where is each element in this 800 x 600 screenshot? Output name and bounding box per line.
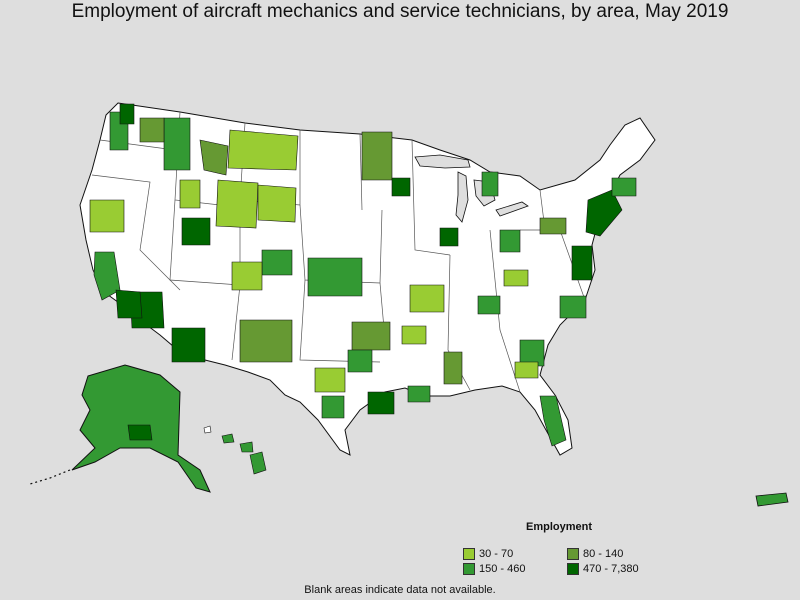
employment-areas <box>89 103 637 447</box>
area-carolinas[interactable] <box>559 295 587 319</box>
area-colorado-denver[interactable] <box>261 249 293 276</box>
legend-swatch <box>567 563 579 575</box>
legend-item: 470 - 7,380 <box>567 563 667 575</box>
legend-label: 80 - 140 <box>583 548 624 560</box>
area-idaho[interactable] <box>179 179 201 209</box>
area-illinois[interactable] <box>439 227 459 247</box>
area-arkansas[interactable] <box>401 325 427 345</box>
legend-item: 80 - 140 <box>567 548 667 560</box>
lake-michigan <box>455 171 469 223</box>
area-texas-north[interactable] <box>347 349 373 373</box>
area-washington-east[interactable] <box>163 117 191 171</box>
area-pennsylvania[interactable] <box>539 217 567 235</box>
area-northeast-corridor[interactable] <box>585 189 623 237</box>
map-legend: Employment 30 - 70 80 - 140 150 - 460 470 -… <box>463 521 673 575</box>
area-tennessee[interactable] <box>477 295 501 315</box>
area-california-coast[interactable] <box>93 251 121 301</box>
legend-label: 30 - 70 <box>479 548 514 560</box>
area-oregon[interactable] <box>139 117 165 143</box>
area-hawaii-maui[interactable] <box>239 441 254 453</box>
area-arizona-tucson[interactable] <box>171 327 206 363</box>
area-florida-north[interactable] <box>514 361 539 379</box>
blank-areas-note: Blank areas indicate data not available. <box>304 584 496 596</box>
legend-label: 150 - 460 <box>479 563 526 575</box>
area-california-la[interactable] <box>115 289 143 319</box>
puerto-rico-region <box>755 492 789 507</box>
area-louisiana[interactable] <box>407 385 431 403</box>
area-north-dakota[interactable] <box>361 131 393 181</box>
map-title: Employment of aircraft mechanics and ser… <box>71 1 729 22</box>
legend-swatch <box>567 548 579 560</box>
area-georgia[interactable] <box>519 339 545 367</box>
area-seattle[interactable] <box>119 103 135 125</box>
alaska-aleutians <box>29 469 71 485</box>
area-wyoming[interactable] <box>215 179 259 229</box>
area-new-england[interactable] <box>611 177 637 197</box>
area-wyoming-north[interactable] <box>257 184 297 223</box>
hawaii-region <box>203 425 267 475</box>
area-texas-houston[interactable] <box>367 391 395 415</box>
area-california-north[interactable] <box>89 199 125 233</box>
area-missouri[interactable] <box>409 284 445 313</box>
area-utah-slc[interactable] <box>181 217 211 246</box>
area-hawaii-honolulu[interactable] <box>221 433 235 444</box>
legend-swatch <box>463 548 475 560</box>
lake-superior <box>414 154 471 169</box>
area-hawaii-big-island[interactable] <box>249 451 267 475</box>
area-virginia[interactable] <box>571 245 593 281</box>
area-montana-east[interactable] <box>227 129 299 171</box>
area-florida[interactable] <box>539 395 567 447</box>
area-puerto-rico[interactable] <box>755 492 789 507</box>
area-minnesota[interactable] <box>391 177 411 197</box>
legend-label: 470 - 7,380 <box>583 563 639 575</box>
area-new-mexico[interactable] <box>239 319 293 363</box>
legend-items: 30 - 70 80 - 140 150 - 460 470 - 7,380 <box>463 548 673 575</box>
area-colorado[interactable] <box>231 261 263 291</box>
area-kansas[interactable] <box>307 257 363 297</box>
legend-item: 150 - 460 <box>463 563 567 575</box>
area-alaska-south[interactable] <box>127 424 153 441</box>
area-oklahoma[interactable] <box>351 321 391 351</box>
area-ohio[interactable] <box>499 229 521 253</box>
area-michigan[interactable] <box>481 171 499 197</box>
legend-item: 30 - 70 <box>463 548 567 560</box>
lake-erie <box>495 201 529 217</box>
area-texas-central[interactable] <box>314 367 346 393</box>
area-texas-south[interactable] <box>321 395 345 419</box>
area-alabama[interactable] <box>443 351 463 385</box>
alaska-region <box>29 364 211 493</box>
area-montana-west[interactable] <box>199 139 229 176</box>
area-kentucky[interactable] <box>503 269 529 287</box>
area-hawaii-kauai[interactable] <box>203 425 212 434</box>
legend-swatch <box>463 563 475 575</box>
legend-title: Employment <box>525 521 592 533</box>
